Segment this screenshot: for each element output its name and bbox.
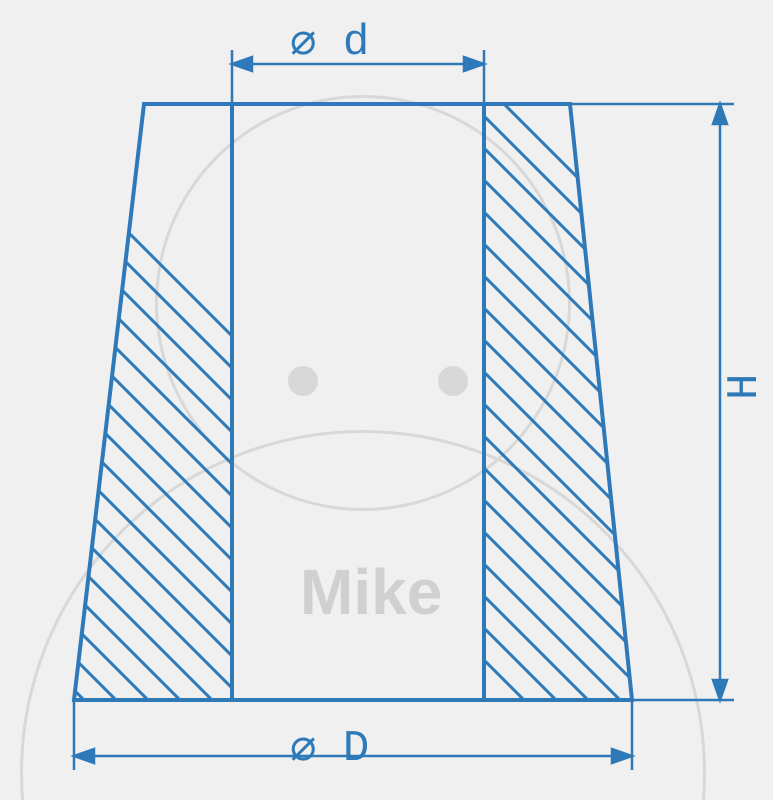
dimension-D-label: ⌀ D <box>290 720 369 774</box>
hatch-left <box>0 54 550 800</box>
dimension-H-label: H <box>720 374 770 400</box>
drawing-svg <box>0 0 773 800</box>
hatch-right <box>300 0 773 800</box>
diagram-canvas: Mike <box>0 0 773 800</box>
dimension-d-label: ⌀ d <box>290 14 369 68</box>
part-outline <box>74 104 632 700</box>
